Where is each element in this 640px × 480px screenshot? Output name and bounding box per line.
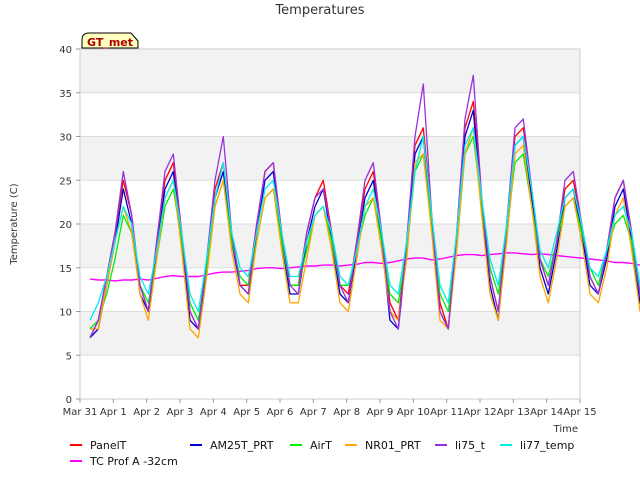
- x-tick-label: Apr 12: [463, 407, 496, 418]
- x-tick-label: Mar 31: [63, 407, 98, 418]
- y-axis: 0 5 10 15 20 25 30 35 40: [59, 45, 80, 406]
- series-line-airt: [89, 135, 640, 330]
- series-line-nr01-prt: [90, 127, 640, 339]
- legend-label: li75_t: [455, 439, 486, 452]
- x-tick-label: Apr 14: [530, 407, 563, 418]
- badge-box: [81, 32, 139, 49]
- x-tick-label: Apr 7: [300, 407, 327, 418]
- plot-band: [80, 49, 580, 93]
- plot-band: [80, 180, 580, 224]
- x-tick-label: Apr 4: [200, 407, 227, 418]
- x-tick-label: Apr 1: [100, 407, 127, 418]
- x-tick-label: Apr 10: [397, 407, 430, 418]
- y-tick-label: 25: [59, 176, 72, 187]
- chart-title: Temperatures: [274, 3, 364, 18]
- y-tick-label: 5: [66, 351, 72, 362]
- y-tick-label: 10: [59, 308, 72, 319]
- plot-band: [80, 355, 580, 399]
- legend: PanelT AM25T_PRT AirT NR01_PRT li75_t li77_te…: [70, 439, 574, 468]
- badge-label: GT_met: [87, 36, 133, 49]
- plot-band: [80, 311, 580, 356]
- y-tick-label: 20: [59, 220, 72, 231]
- series-line-li77-temp: [89, 127, 640, 321]
- y-tick-label: 30: [59, 133, 72, 144]
- x-tick-label: Apr 3: [167, 407, 194, 418]
- legend-label: TC Prof A -32cm: [89, 455, 178, 468]
- x-axis: Mar 31 Apr 1 Apr 2 Apr 3 Apr 4 Apr 5 Apr 6 Apr …: [63, 399, 597, 418]
- x-tick-label: Apr 11: [430, 407, 463, 418]
- y-axis-label: Temperature (C): [9, 183, 20, 265]
- y-tick-label: 15: [59, 264, 72, 275]
- station-badge: GT_met: [81, 32, 139, 49]
- legend-label: PanelT: [90, 439, 127, 452]
- x-tick-label: Apr 15: [563, 407, 596, 418]
- plot-band: [80, 92, 580, 137]
- legend-label: NR01_PRT: [365, 439, 421, 452]
- x-tick-label: Apr 9: [367, 407, 394, 418]
- y-tick-label: 0: [66, 395, 72, 406]
- y-tick-label: 35: [59, 89, 72, 100]
- x-tick-label: Apr 6: [267, 407, 294, 418]
- x-tick-label: Apr 2: [133, 407, 160, 418]
- series-lines: [89, 74, 640, 339]
- x-axis-label: Time: [553, 424, 578, 435]
- legend-label: AirT: [310, 439, 332, 452]
- x-tick-label: Apr 13: [497, 407, 530, 418]
- legend-label: li77_temp: [520, 439, 574, 452]
- x-tick-label: Apr 8: [333, 407, 360, 418]
- x-tick-label: Apr 5: [233, 407, 260, 418]
- plot-band: [80, 136, 580, 181]
- y-tick-label: 40: [59, 45, 72, 56]
- legend-label: AM25T_PRT: [210, 439, 274, 452]
